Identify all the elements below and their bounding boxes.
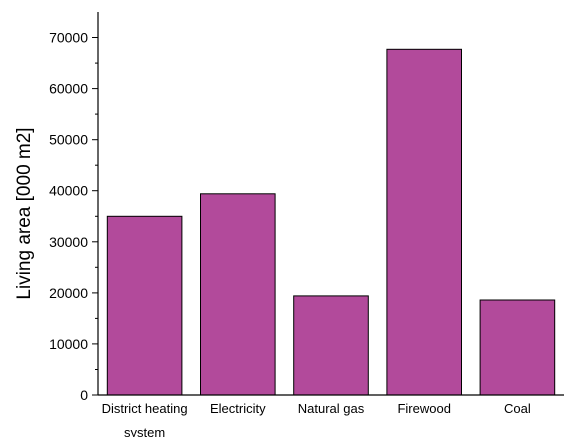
x-tick-label-1: Electricity xyxy=(210,401,266,416)
x-tick-label-0: District heating system xyxy=(102,401,188,437)
y-tick-label-0: 0 xyxy=(80,387,88,403)
x-tick-label-4-line-0: Coal xyxy=(504,401,531,416)
bar-1 xyxy=(200,193,276,396)
ticks-group: 0 10000 20000 30000 40000 50000 60000 70000 xyxy=(49,30,98,403)
y-tick-label-6: 60000 xyxy=(49,81,88,97)
bar-2 xyxy=(293,295,369,396)
bar-4 xyxy=(479,299,556,396)
x-tick-label-3: Firewood xyxy=(397,401,450,416)
x-tick-label-4: Coal xyxy=(504,401,531,416)
y-tick-label-2: 20000 xyxy=(49,285,88,301)
axes-group xyxy=(97,12,564,396)
x-tick-label-0-line-0: District heating xyxy=(102,401,188,416)
y-axis-title: Living area [000 m2] xyxy=(14,127,35,299)
bar-0 xyxy=(106,215,183,396)
bar-3 xyxy=(386,48,462,396)
bars-group xyxy=(106,48,556,396)
x-tick-label-0-line-1: system xyxy=(124,425,165,437)
x-tick-label-3-line-0: Firewood xyxy=(397,401,450,416)
y-tick-label-5: 50000 xyxy=(49,132,88,148)
y-tick-label-4: 40000 xyxy=(49,183,88,199)
x-tick-label-1-line-0: Electricity xyxy=(210,401,266,416)
x-tick-label-2-line-0: Natural gas xyxy=(298,401,365,416)
y-tick-label-1: 10000 xyxy=(49,336,88,352)
y-tick-label-3: 30000 xyxy=(49,234,88,250)
labels-group: District heating system Electricity Natural… xyxy=(102,401,531,437)
y-tick-label-7: 70000 xyxy=(49,30,88,46)
x-tick-label-2: Natural gas xyxy=(298,401,365,416)
